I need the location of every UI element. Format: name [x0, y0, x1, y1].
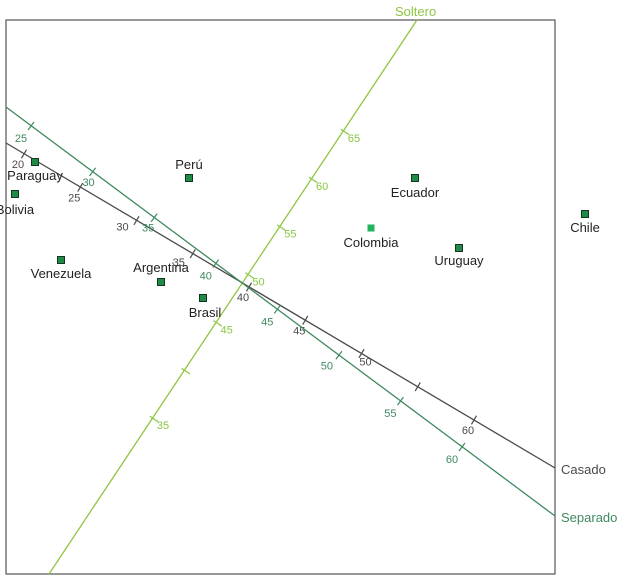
separado-tick-label: 40: [200, 271, 212, 283]
point-per: [185, 174, 193, 182]
soltero-tick-label: 35: [157, 420, 169, 432]
separado-tick-45: [273, 305, 281, 314]
label-per: Perú: [175, 157, 202, 172]
soltero-tick-label: 65: [348, 133, 360, 145]
soltero-tick-45: [213, 320, 223, 327]
soltero-tick-label: 45: [221, 324, 233, 336]
casado-tick-label: 50: [359, 357, 371, 369]
point-ecuador: [411, 174, 419, 182]
separado-tick-35: [150, 213, 158, 223]
label-uruguay: Uruguay: [434, 253, 484, 268]
separado-tick-label: 45: [261, 316, 273, 328]
casado-tick-label: 20: [12, 159, 24, 171]
label-colombia: Colombia: [344, 235, 400, 250]
label-paraguay: Paraguay: [7, 168, 63, 183]
separado-tick-55: [396, 396, 404, 406]
point-paraguay: [31, 158, 39, 166]
casado-tick-label: 40: [237, 292, 249, 304]
casado-axis-name: Casado: [561, 462, 606, 477]
point-bolivia: [11, 190, 19, 198]
casado-tick-45: [302, 315, 309, 325]
point-argentina: [157, 278, 165, 286]
separado-tick-50: [335, 350, 343, 360]
separado-tick-30: [89, 167, 97, 177]
point-colombia: [367, 224, 375, 232]
casado-tick-50: [358, 348, 365, 359]
casado-tick-60: [470, 415, 478, 425]
separado-tick-label: 30: [82, 177, 94, 189]
separado-tick-label: 35: [142, 223, 154, 235]
point-venezuela: [57, 256, 65, 264]
soltero-tick-35: [149, 415, 159, 423]
label-argentina: Argentina: [133, 260, 189, 275]
casado-tick-35: [189, 249, 196, 259]
label-venezuela: Venezuela: [31, 266, 92, 281]
label-brasil: Brasil: [189, 305, 222, 320]
label-bolivia: Bolivia: [0, 202, 35, 217]
soltero-tick-label: 55: [284, 229, 296, 241]
casado-tick-25: [77, 182, 84, 192]
separado-tick-label: 55: [384, 408, 396, 420]
soltero-tick-label: 50: [252, 277, 264, 289]
casado-tick-20: [20, 149, 28, 159]
separado-tick-60: [458, 442, 466, 452]
point-uruguay: [455, 244, 463, 252]
soltero-axis-name: Soltero: [395, 4, 436, 19]
soltero-tick-40: [181, 367, 191, 375]
soltero-tick-65: [340, 128, 350, 136]
casado-tick-label: 45: [293, 325, 305, 337]
separado-axis-line: [5, 106, 556, 517]
casado-tick-label: 30: [116, 222, 128, 234]
separado-tick-label: 25: [15, 133, 27, 145]
soltero-tick-50: [245, 272, 254, 279]
separado-axis-name: Separado: [561, 510, 617, 525]
separado-tick-40: [212, 259, 220, 268]
casado-tick-label: 35: [173, 257, 185, 269]
casado-tick-label: 60: [462, 425, 474, 437]
point-brasil: [199, 294, 207, 302]
country-points: Paraguay Bolivia Perú Ecuador Chile Colombia U…: [0, 157, 600, 320]
label-chile: Chile: [570, 220, 600, 235]
soltero-tick-label: 60: [316, 181, 328, 193]
soltero-tick-55: [276, 224, 286, 231]
casado-tick-55: [414, 382, 421, 392]
separado-tick-25: [27, 121, 35, 131]
soltero-axis-line: [48, 19, 418, 575]
casado-axis-line: [5, 142, 556, 469]
separado-tick-label: 50: [321, 360, 333, 372]
soltero-tick-60: [308, 176, 318, 184]
label-ecuador: Ecuador: [391, 185, 440, 200]
casado-tick-label: 25: [68, 192, 80, 204]
separado-tick-label: 60: [446, 454, 458, 466]
casado-tick-30: [133, 215, 140, 226]
casado-tick-40: [245, 282, 253, 292]
point-chile: [581, 210, 589, 218]
biplot-axes: 354550556065Soltero2025303540455060Casad…: [5, 4, 617, 575]
plot-frame: [5, 19, 556, 575]
